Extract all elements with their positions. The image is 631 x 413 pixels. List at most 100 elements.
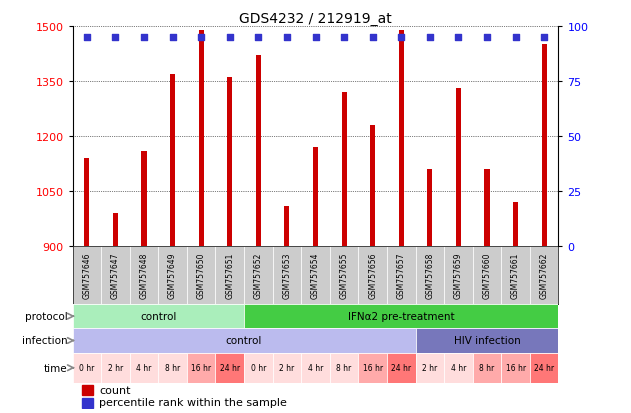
Bar xyxy=(427,170,432,247)
Bar xyxy=(273,353,301,383)
Text: 16 hr: 16 hr xyxy=(191,363,211,373)
Text: 2 hr: 2 hr xyxy=(108,363,123,373)
Point xyxy=(139,35,149,41)
Text: GSM757655: GSM757655 xyxy=(339,252,348,299)
Text: GSM757656: GSM757656 xyxy=(368,252,377,299)
Bar xyxy=(330,353,358,383)
Point xyxy=(253,35,263,41)
Point xyxy=(539,35,549,41)
Bar xyxy=(387,353,416,383)
Bar xyxy=(130,353,158,383)
Point xyxy=(453,35,463,41)
Bar xyxy=(530,247,558,304)
Bar xyxy=(387,247,416,304)
Bar xyxy=(170,74,175,247)
Point xyxy=(196,35,206,41)
Text: 24 hr: 24 hr xyxy=(391,363,411,373)
Bar xyxy=(301,247,330,304)
Text: 24 hr: 24 hr xyxy=(220,363,240,373)
Point xyxy=(482,35,492,41)
Text: 2 hr: 2 hr xyxy=(422,363,437,373)
Bar xyxy=(358,353,387,383)
Text: 4 hr: 4 hr xyxy=(136,363,151,373)
Bar xyxy=(244,247,273,304)
Bar xyxy=(285,206,290,247)
Point xyxy=(168,35,178,41)
Bar xyxy=(187,353,215,383)
Bar xyxy=(73,328,416,353)
Text: 8 hr: 8 hr xyxy=(480,363,495,373)
Point xyxy=(310,35,321,41)
Bar xyxy=(227,78,232,247)
Text: GSM757658: GSM757658 xyxy=(425,252,434,299)
Text: GSM757659: GSM757659 xyxy=(454,252,463,299)
Point xyxy=(396,35,406,41)
Text: GSM757660: GSM757660 xyxy=(483,252,492,299)
Text: 4 hr: 4 hr xyxy=(451,363,466,373)
Bar xyxy=(73,353,101,383)
Bar xyxy=(82,385,93,395)
Text: percentile rank within the sample: percentile rank within the sample xyxy=(99,397,287,407)
Text: control: control xyxy=(226,336,262,346)
Point xyxy=(510,35,521,41)
Bar xyxy=(215,247,244,304)
Bar xyxy=(101,353,130,383)
Bar xyxy=(513,202,518,247)
Text: 24 hr: 24 hr xyxy=(534,363,554,373)
Text: 4 hr: 4 hr xyxy=(308,363,323,373)
Point xyxy=(425,35,435,41)
Text: protocol: protocol xyxy=(25,311,68,321)
Bar xyxy=(541,45,546,247)
Text: infection: infection xyxy=(22,336,68,346)
Bar xyxy=(244,304,558,328)
Text: GSM757650: GSM757650 xyxy=(197,252,206,299)
Text: GSM757657: GSM757657 xyxy=(397,252,406,299)
Bar xyxy=(113,214,118,247)
Bar xyxy=(370,126,375,247)
Bar xyxy=(530,353,558,383)
Text: GSM757648: GSM757648 xyxy=(139,252,148,299)
Text: 2 hr: 2 hr xyxy=(280,363,295,373)
Text: GSM757652: GSM757652 xyxy=(254,252,263,299)
Text: GSM757654: GSM757654 xyxy=(311,252,320,299)
Text: time: time xyxy=(44,363,68,373)
Text: control: control xyxy=(140,311,177,321)
Bar xyxy=(399,31,404,247)
Point xyxy=(282,35,292,41)
Text: GSM757646: GSM757646 xyxy=(83,252,91,299)
Text: 0 hr: 0 hr xyxy=(79,363,95,373)
Bar xyxy=(358,247,387,304)
Text: 8 hr: 8 hr xyxy=(165,363,180,373)
Bar xyxy=(330,247,358,304)
Bar xyxy=(416,353,444,383)
Bar xyxy=(130,247,158,304)
Bar xyxy=(215,353,244,383)
Text: HIV infection: HIV infection xyxy=(454,336,521,346)
Text: 16 hr: 16 hr xyxy=(363,363,383,373)
Point xyxy=(368,35,378,41)
Bar xyxy=(187,247,215,304)
Bar xyxy=(416,247,444,304)
Bar xyxy=(456,89,461,247)
Bar xyxy=(444,247,473,304)
Bar xyxy=(273,247,301,304)
Text: 8 hr: 8 hr xyxy=(336,363,351,373)
Text: GSM757649: GSM757649 xyxy=(168,252,177,299)
Bar xyxy=(85,159,90,247)
Text: 16 hr: 16 hr xyxy=(505,363,526,373)
Bar xyxy=(416,328,558,353)
Bar xyxy=(485,170,490,247)
Point xyxy=(82,35,92,41)
Text: 0 hr: 0 hr xyxy=(251,363,266,373)
Bar xyxy=(101,247,130,304)
Point xyxy=(225,35,235,41)
Text: GSM757653: GSM757653 xyxy=(283,252,292,299)
Bar xyxy=(158,247,187,304)
Text: count: count xyxy=(99,385,131,395)
Text: IFNα2 pre-treatment: IFNα2 pre-treatment xyxy=(348,311,454,321)
Text: GSM757651: GSM757651 xyxy=(225,252,234,299)
Bar xyxy=(73,304,244,328)
Bar xyxy=(313,147,318,247)
Point xyxy=(110,35,121,41)
Text: GSM757662: GSM757662 xyxy=(540,252,548,299)
